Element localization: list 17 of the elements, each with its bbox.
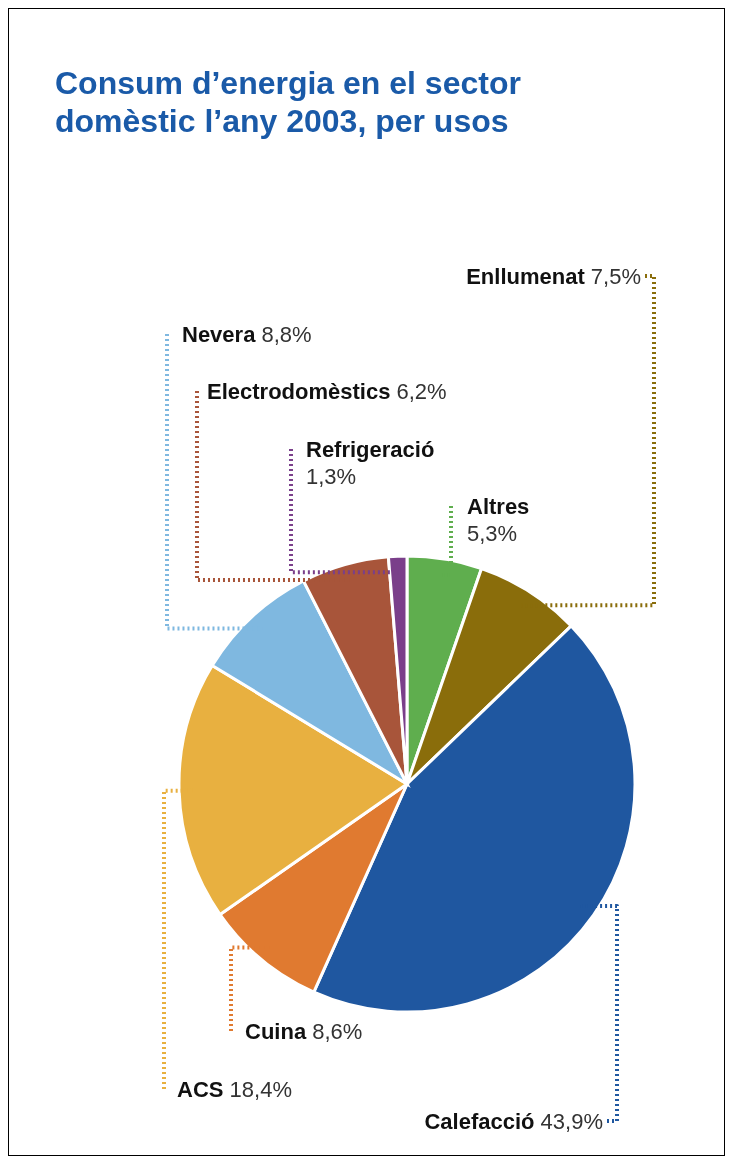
data-label: 7,5% [584,264,641,289]
chart-title: Consum d’energia en el sector domèstic l’any 2003, per usos [55,64,522,140]
slice-label: Calefacció [424,1109,535,1134]
data-label: 6,2% [390,379,447,404]
data-label: 18,4% [223,1077,292,1102]
data-label: 43,9% [534,1109,603,1134]
slice-label: Cuina [245,1019,307,1044]
slice-label: Enllumenat [466,264,586,289]
slice-label: Electrodomèstics [207,379,391,404]
data-label: 1,3% [306,464,357,489]
slice-label: ACS [177,1077,224,1102]
slice-label: Nevera [182,322,257,347]
data-label: 8,8% [255,322,312,347]
data-label: 8,6% [306,1019,363,1044]
data-label: 5,3% [467,521,518,546]
slice-label: Refrigeració [306,437,435,462]
slice-label: Altres [467,494,530,519]
